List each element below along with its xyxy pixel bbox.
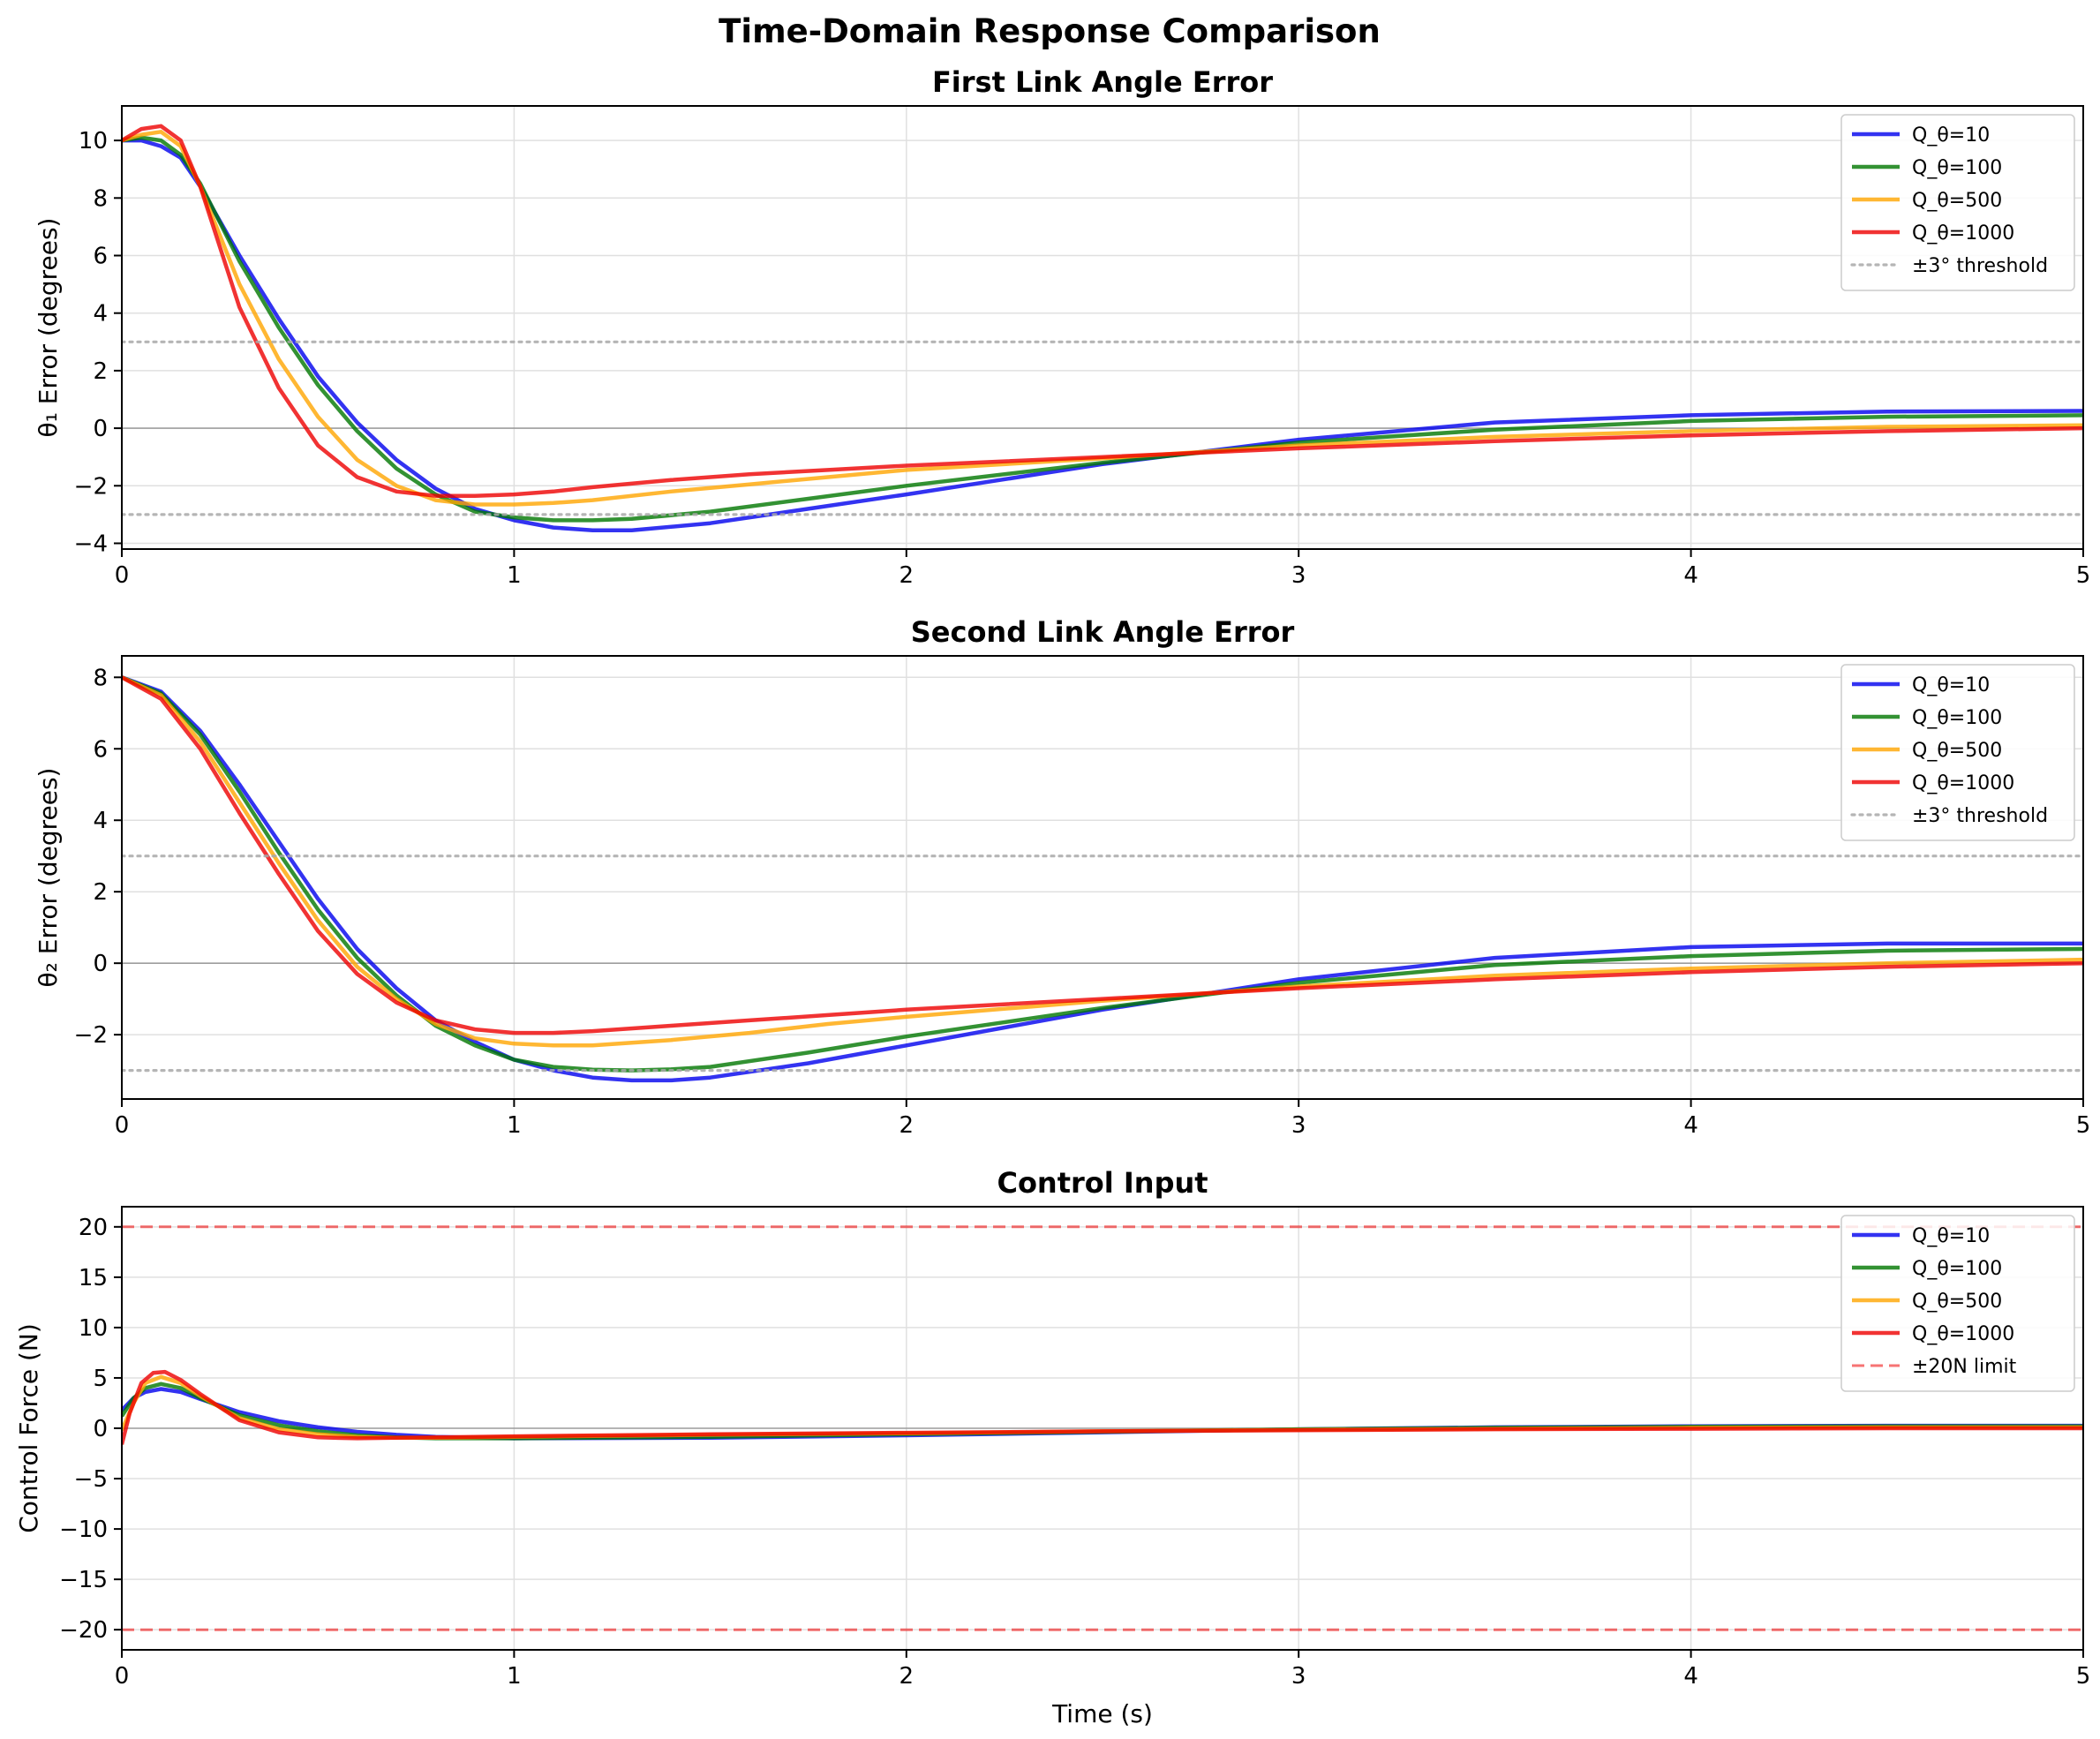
x-tick-label: 0 (115, 1663, 130, 1690)
legend: Q_θ=10 Q_θ=100 Q_θ=500 Q_θ=1000 ±3° threshol… (1840, 664, 2075, 841)
series-line-Q-100 (122, 135, 2083, 523)
panel-2: 0 1 2 3 4 5 −2 0 2 4 6 8 Second Link Angle Error θ₂ E… (34, 615, 2090, 1139)
legend-label: Q_θ=1000 (1912, 772, 2014, 794)
legend-label: Q_θ=100 (1912, 707, 2002, 729)
x-tick-label: 5 (2076, 562, 2091, 589)
series-line-Q-1000 (122, 675, 2083, 1035)
legend-label: Q_θ=10 (1912, 124, 1990, 147)
figure-title: Time-Domain Response Comparison (719, 12, 1381, 50)
y-tick-label: −10 (59, 1517, 108, 1543)
y-tick-label: 6 (93, 736, 108, 763)
x-axis-label: Time (s) (1051, 1699, 1153, 1728)
legend-label: ±20N limit (1912, 1356, 2017, 1378)
legend-box (1840, 1215, 2075, 1392)
y-tick-label: 2 (93, 358, 108, 385)
legend-label: Q_θ=1000 (1912, 222, 2014, 245)
x-tick-label: 2 (899, 1663, 915, 1690)
x-tick-label: 2 (899, 562, 915, 589)
legend: Q_θ=10 Q_θ=100 Q_θ=500 Q_θ=1000 ±3° threshol… (1840, 114, 2075, 291)
x-tick-label: 1 (507, 1112, 522, 1139)
axes-frame (121, 655, 2084, 1100)
y-tick-label: −20 (59, 1617, 108, 1644)
panel-title: Control Input (997, 1166, 1208, 1200)
legend-box (1840, 664, 2075, 841)
y-tick-label: 0 (93, 416, 108, 442)
y-tick-label: −2 (74, 1022, 108, 1049)
y-tick-label: 6 (93, 244, 108, 270)
panel-title: Second Link Angle Error (911, 615, 1295, 649)
legend-label: Q_θ=100 (1912, 1258, 2002, 1280)
y-tick-label: −2 (74, 473, 108, 500)
y-axis-label: θ₁ Error (degrees) (34, 218, 63, 438)
x-tick-label: 0 (115, 562, 130, 589)
x-tick-label: 5 (2076, 1663, 2091, 1690)
x-tick-label: 0 (115, 1112, 130, 1139)
y-tick-label: −4 (74, 531, 108, 557)
x-tick-label: 1 (507, 562, 522, 589)
legend-label: Q_θ=500 (1912, 1291, 2002, 1313)
y-tick-label: 8 (93, 185, 108, 212)
y-tick-label: −5 (74, 1466, 108, 1493)
series-line-Q-10 (122, 138, 2083, 533)
legend-label: ±3° threshold (1912, 255, 2048, 277)
x-tick-label: 3 (1291, 1112, 1306, 1139)
y-axis-label: Control Force (N) (14, 1323, 43, 1533)
series-line-Q-500 (122, 675, 2083, 1048)
legend-label: ±3° threshold (1912, 805, 2048, 827)
legend-label: Q_θ=500 (1912, 190, 2002, 212)
x-tick-label: 3 (1291, 562, 1306, 589)
axes-frame (121, 105, 2084, 550)
y-tick-label: 15 (79, 1265, 108, 1291)
series-line-Q-10 (122, 675, 2083, 1083)
legend-box (1840, 114, 2075, 291)
y-axis-label: θ₂ Error (degrees) (34, 768, 63, 988)
legend: Q_θ=10 Q_θ=100 Q_θ=500 Q_θ=1000 ±20N limit (1840, 1215, 2075, 1392)
legend-label: Q_θ=100 (1912, 157, 2002, 179)
panel-1: 0 1 2 3 4 5 −4 −2 0 2 4 6 8 10 First Link Angle Error θ… (34, 65, 2090, 589)
y-tick-label: 10 (79, 1315, 108, 1342)
x-tick-label: 5 (2076, 1112, 2091, 1139)
y-tick-label: 0 (93, 951, 108, 977)
x-tick-label: 1 (507, 1663, 522, 1690)
legend-label: Q_θ=10 (1912, 1225, 1990, 1247)
legend-label: Q_θ=10 (1912, 674, 1990, 696)
y-tick-label: 0 (93, 1416, 108, 1442)
legend-label: Q_θ=1000 (1912, 1323, 2014, 1345)
series-line-Q-500 (122, 130, 2083, 507)
y-tick-label: 10 (79, 128, 108, 154)
x-tick-label: 4 (1683, 1663, 1698, 1690)
legend-label: Q_θ=500 (1912, 740, 2002, 762)
series-line-Q-1000 (122, 1369, 2083, 1445)
x-tick-label: 4 (1683, 562, 1698, 589)
y-tick-label: −15 (59, 1567, 108, 1593)
panel-title: First Link Angle Error (932, 65, 1273, 99)
y-tick-label: 20 (79, 1215, 108, 1241)
y-tick-label: 4 (93, 301, 108, 327)
x-tick-label: 4 (1683, 1112, 1698, 1139)
y-tick-label: 5 (93, 1366, 108, 1392)
series-line-Q-100 (122, 675, 2083, 1073)
y-tick-label: 2 (93, 879, 108, 906)
panel-3: 0 1 2 3 4 5 −20 −15 −10 −5 0 5 10 15 20 Control Input Co… (14, 1166, 2090, 1728)
y-tick-label: 8 (93, 665, 108, 691)
y-tick-label: 4 (93, 808, 108, 834)
x-tick-label: 2 (899, 1112, 915, 1139)
x-tick-label: 3 (1291, 1663, 1306, 1690)
series-line-Q-1000 (122, 124, 2083, 498)
